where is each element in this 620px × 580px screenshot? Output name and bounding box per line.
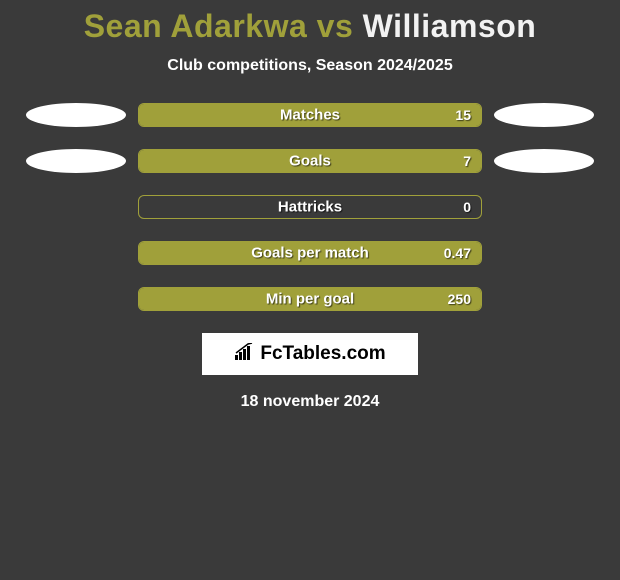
stat-label: Goals xyxy=(289,153,331,170)
stat-value: 250 xyxy=(448,291,471,307)
stat-row: Hattricks 0 xyxy=(12,195,608,219)
player2-oval xyxy=(494,149,594,173)
stat-row: Goals per match 0.47 xyxy=(12,241,608,265)
player1-oval xyxy=(26,103,126,127)
date: 18 november 2024 xyxy=(0,393,620,411)
subtitle: Club competitions, Season 2024/2025 xyxy=(0,57,620,75)
title-vs: vs xyxy=(307,8,362,44)
stat-bar: Matches 15 xyxy=(138,103,482,127)
stat-bar: Goals 7 xyxy=(138,149,482,173)
stat-value: 15 xyxy=(455,107,471,123)
stat-value: 7 xyxy=(463,153,471,169)
player1-oval xyxy=(26,149,126,173)
stat-label: Hattricks xyxy=(278,199,342,216)
stat-chart: Matches 15 Goals 7 Hattricks 0 Goals per match… xyxy=(0,103,620,311)
stat-row: Min per goal 250 xyxy=(12,287,608,311)
comparison-widget: Sean Adarkwa vs Williamson Club competit… xyxy=(0,0,620,411)
stat-bar: Min per goal 250 xyxy=(138,287,482,311)
logo-box: FcTables.com xyxy=(202,333,418,375)
chart-icon xyxy=(234,343,256,366)
stat-value: 0 xyxy=(463,199,471,215)
stat-bar: Hattricks 0 xyxy=(138,195,482,219)
stat-label: Matches xyxy=(280,107,340,124)
title-player2: Williamson xyxy=(363,8,537,44)
stat-bar: Goals per match 0.47 xyxy=(138,241,482,265)
stat-label: Min per goal xyxy=(266,291,354,308)
stat-row: Matches 15 xyxy=(12,103,608,127)
page-title: Sean Adarkwa vs Williamson xyxy=(0,8,620,45)
logo-text: FcTables.com xyxy=(260,343,385,365)
player2-oval xyxy=(494,103,594,127)
stat-row: Goals 7 xyxy=(12,149,608,173)
title-player1: Sean Adarkwa xyxy=(84,8,308,44)
stat-label: Goals per match xyxy=(251,245,369,262)
stat-value: 0.47 xyxy=(444,245,471,261)
